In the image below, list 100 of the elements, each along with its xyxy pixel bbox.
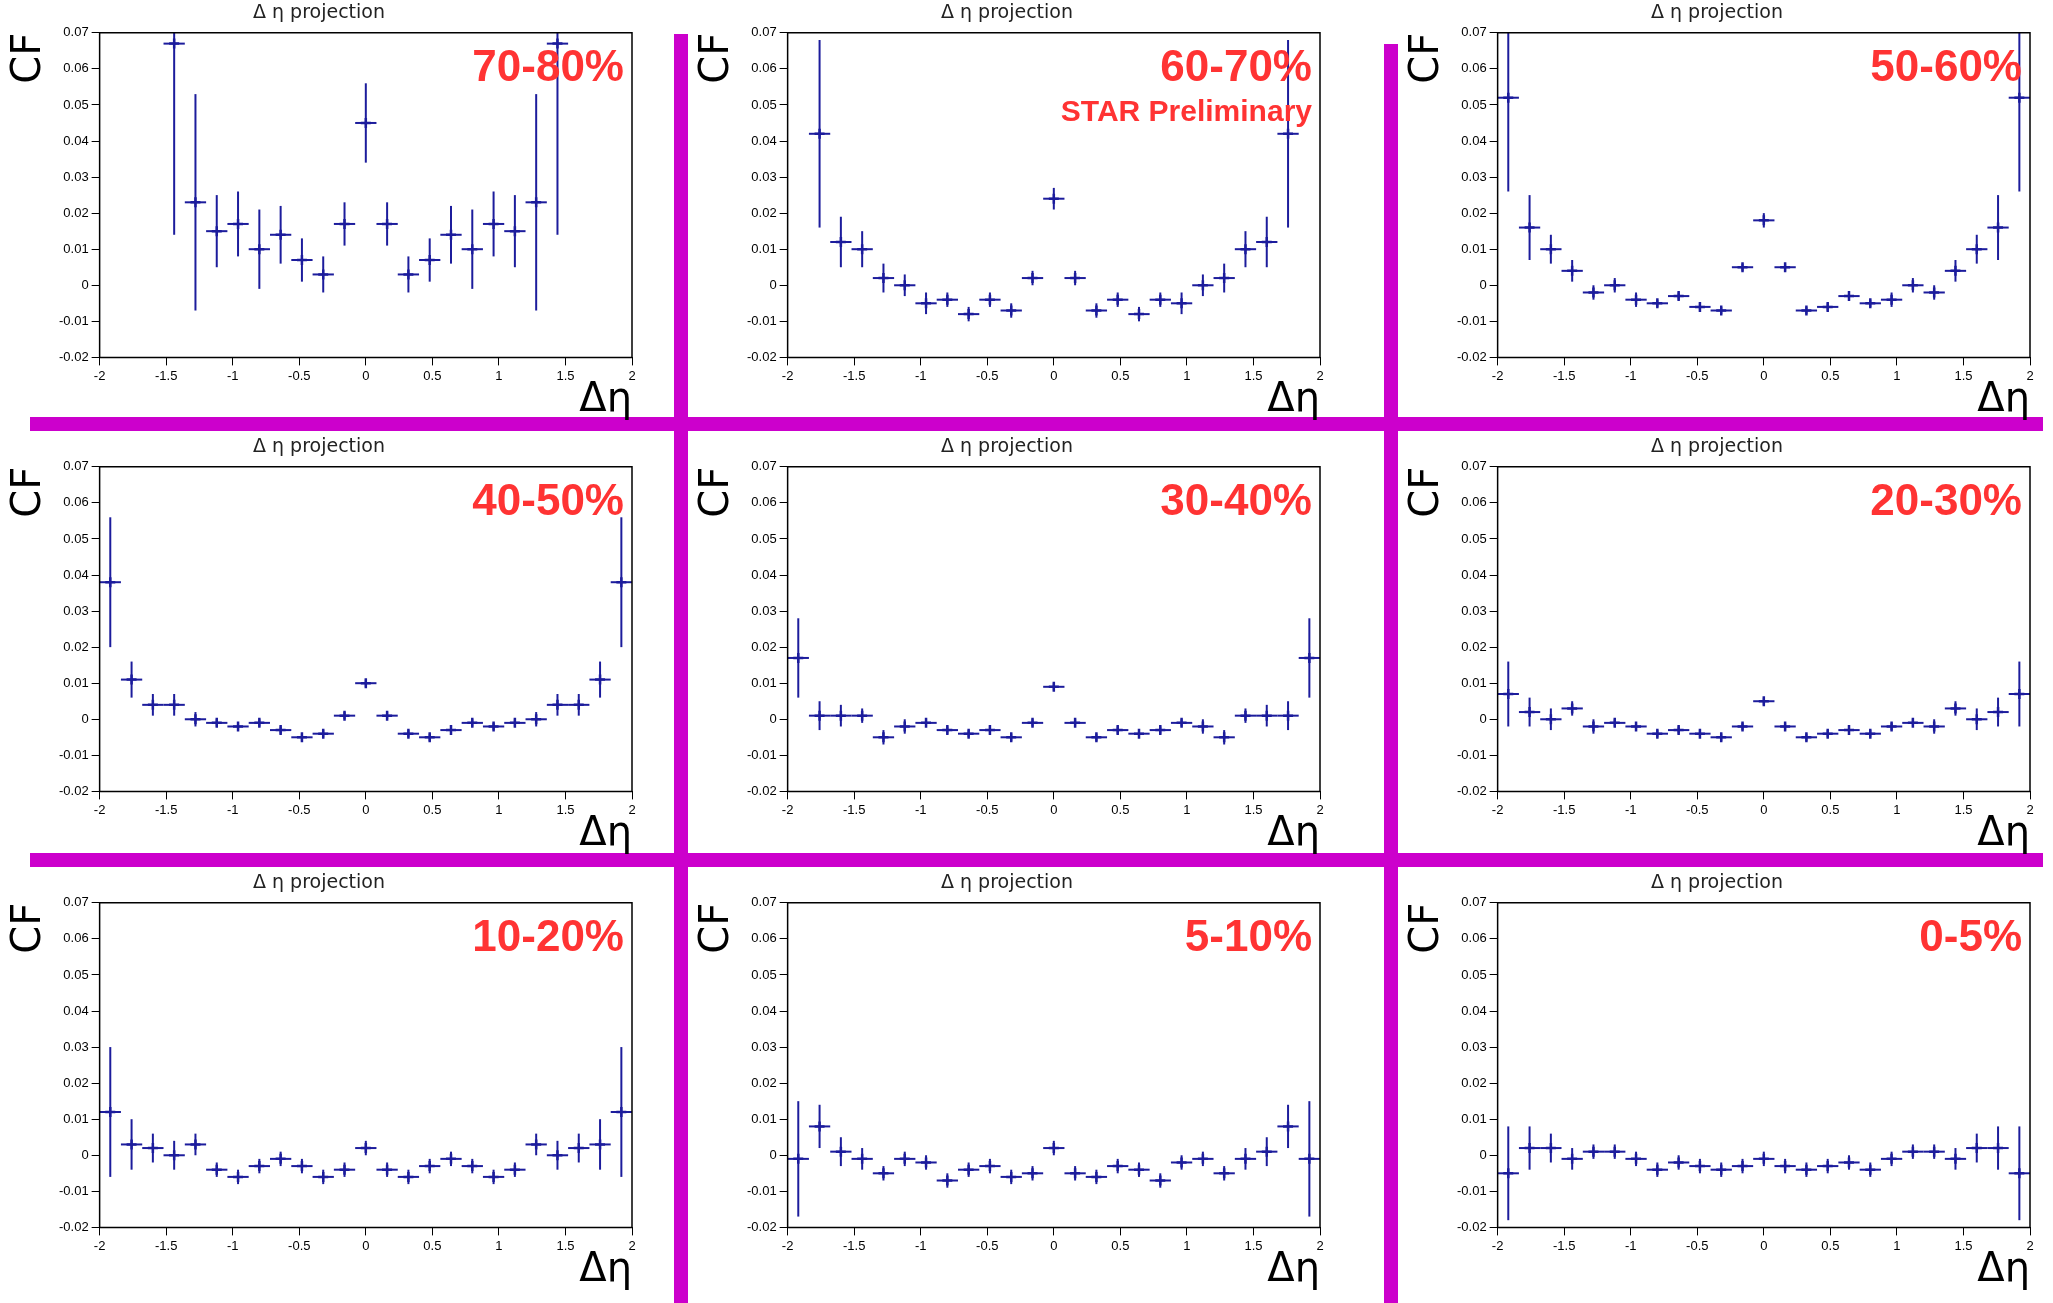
y-axis-title: CF [3,902,50,954]
y-tick-label: 0 [769,710,777,726]
y-tick-label: 0 [1479,1146,1487,1162]
y-tick-label: -0.01 [1456,746,1487,762]
chart-title: Δ η projection [1650,870,1784,893]
x-tick-label: 1 [1893,367,1901,383]
y-tick-label: 0.01 [751,674,777,690]
y-axis-title: CF [691,466,738,518]
x-tick-label: 0.5 [423,801,442,817]
y-tick-label: 0.01 [751,1110,777,1126]
y-tick-label: 0.06 [63,494,89,510]
y-tick-label: 0.06 [63,930,89,946]
x-tick-label: -0.5 [1686,801,1709,817]
x-tick-label: -1.5 [154,1237,178,1253]
x-tick-label: 1 [1183,1237,1191,1253]
x-tick-label: -0.5 [976,1237,999,1253]
y-tick-label: 0 [1479,710,1487,726]
y-tick-label: 0.02 [751,204,777,220]
x-tick-label: -1.5 [154,801,178,817]
y-tick-label: 0.06 [1461,494,1487,510]
x-tick-label: 0 [1050,801,1058,817]
y-tick-label: -0.01 [1456,312,1487,328]
y-tick-label: 0 [769,276,777,292]
chart-title: Δ η projection [940,434,1074,457]
y-tick-label: 0.05 [751,966,777,982]
x-tick-label: -1.5 [154,367,178,383]
annotation: 0-5% [1919,910,2022,960]
x-tick-label: -2 [1491,801,1504,817]
y-tick-label: 0.03 [1461,1038,1487,1054]
y-tick-label: 0.05 [1461,966,1487,982]
y-tick-label: 0.06 [1461,60,1487,76]
y-tick-label: 0 [81,1146,89,1162]
x-tick-label: 0.5 [1111,801,1130,817]
y-tick-label: 0.02 [63,1074,89,1090]
y-tick-label: 0.03 [1461,168,1487,184]
y-tick-label: 0.05 [63,530,89,546]
y-tick-label: 0.03 [1461,602,1487,618]
x-tick-label: 0 [1050,1237,1058,1253]
y-tick-label: -0.01 [746,746,777,762]
y-tick-label: 0.05 [751,96,777,112]
y-tick-label: 0.01 [63,1110,89,1126]
y-tick-label: -0.02 [746,348,777,364]
x-tick-label: -1 [914,801,927,817]
x-tick-label: -0.5 [976,367,999,383]
y-tick-label: 0.03 [63,168,89,184]
x-tick-label: -2 [93,367,106,383]
y-tick-label: 0.04 [63,566,89,582]
y-tick-label: -0.02 [58,348,89,364]
x-tick-label: -1 [914,367,927,383]
x-tick-label: 0.5 [423,1237,442,1253]
x-tick-label: 1.5 [1244,367,1263,383]
y-tick-label: 0.03 [63,602,89,618]
y-tick-label: 0.01 [751,240,777,256]
y-tick-label: 0.04 [1461,566,1487,582]
y-tick-label: -0.02 [58,1218,89,1234]
y-tick-label: 0.07 [1461,458,1487,474]
y-tick-label: -0.02 [1456,1218,1487,1234]
x-tick-label: -1.5 [1552,367,1576,383]
x-tick-label: 1.5 [1244,1237,1263,1253]
y-tick-label: 0.03 [751,168,777,184]
y-tick-label: 0.03 [63,1038,89,1054]
x-tick-label: 1 [495,801,503,817]
y-tick-label: 0.05 [1461,530,1487,546]
y-axis-title: CF [691,32,738,84]
x-tick-label: -0.5 [1686,1237,1709,1253]
x-tick-label: -2 [781,801,794,817]
y-tick-label: 0.04 [751,1002,777,1018]
y-axis-title: CF [691,902,738,954]
x-tick-label: 0.5 [1111,1237,1130,1253]
x-tick-label: 0 [1760,367,1768,383]
x-tick-label: -1.5 [842,367,866,383]
y-tick-label: -0.01 [746,312,777,328]
y-tick-label: 0.05 [1461,96,1487,112]
y-tick-label: 0.06 [751,930,777,946]
x-tick-label: -0.5 [1686,367,1709,383]
chart-title: Δ η projection [252,434,386,457]
chart-title: Δ η projection [1650,0,1784,23]
x-tick-label: -2 [781,367,794,383]
y-tick-label: 0.03 [751,1038,777,1054]
y-tick-label: -0.01 [58,312,89,328]
y-tick-label: 0.07 [1461,24,1487,40]
y-tick-label: 0.02 [751,1074,777,1090]
y-tick-label: 0.06 [1461,930,1487,946]
x-tick-label: -1 [226,801,239,817]
chart-title: Δ η projection [940,870,1074,893]
y-axis-title: CF [1401,466,1448,518]
x-tick-label: 0.5 [423,367,442,383]
annotation: 20-30% [1870,474,2022,524]
y-tick-label: 0.06 [63,60,89,76]
x-tick-label: 1.5 [556,367,575,383]
y-tick-label: 0.07 [1461,894,1487,910]
x-tick-label: 1 [1893,801,1901,817]
x-tick-label: 1.5 [1954,801,1973,817]
x-tick-label: 0 [362,1237,370,1253]
x-tick-label: 1.5 [556,801,575,817]
y-tick-label: -0.02 [1456,782,1487,798]
x-tick-label: -2 [781,1237,794,1253]
y-tick-label: 0.01 [1461,240,1487,256]
y-axis-title: CF [3,32,50,84]
y-tick-label: -0.02 [746,782,777,798]
